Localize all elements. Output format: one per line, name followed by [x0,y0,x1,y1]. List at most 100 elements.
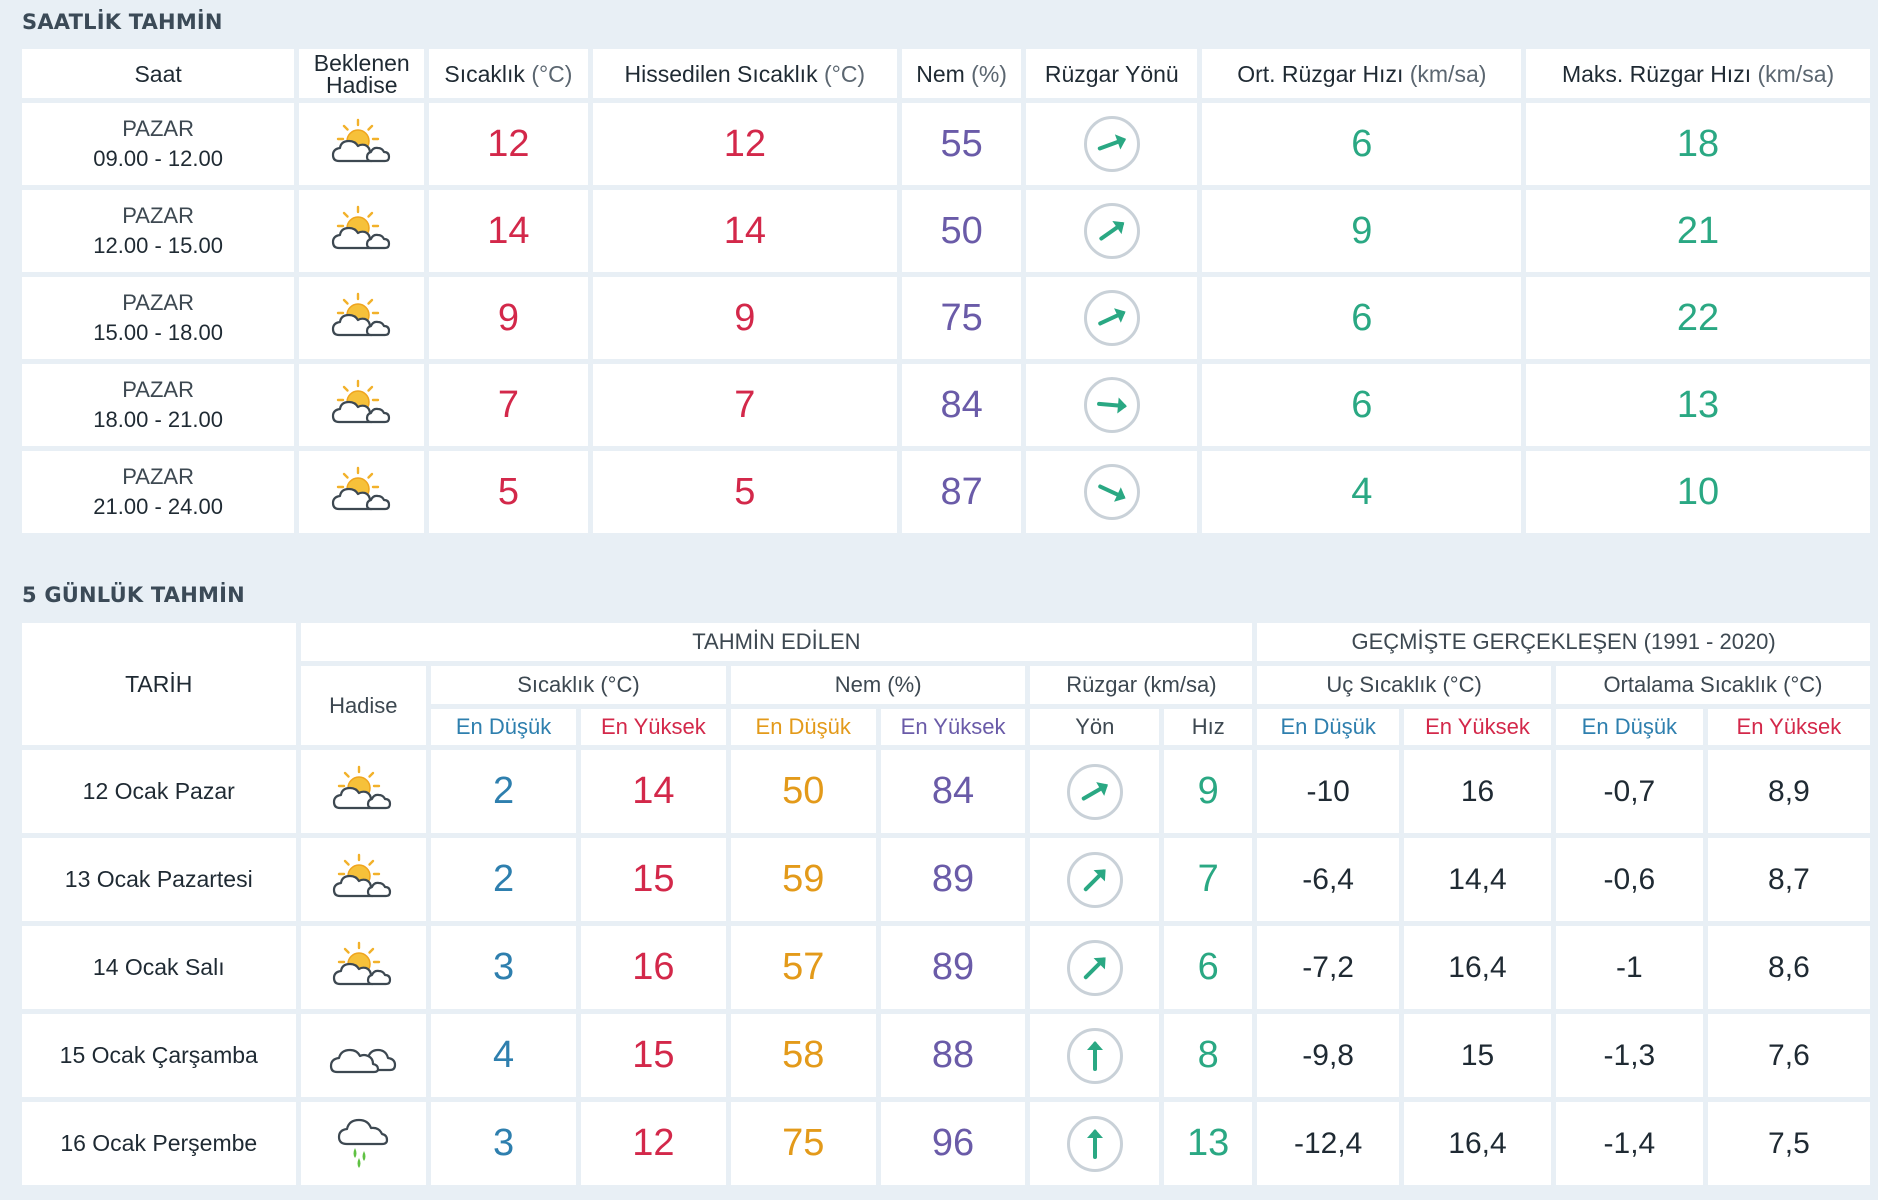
hourly-temp: 12 [429,103,588,185]
hourly-feels-like: 7 [592,364,898,446]
daily-wind-speed: 9 [1164,750,1253,833]
cloud-icon [328,1028,398,1083]
header-hissedilen-unit: (°C) [823,60,866,87]
daily-weather-cell [300,750,427,833]
daily-temp-min: 3 [431,926,576,1009]
header-tarih: TARİH [22,623,296,745]
hourly-temp: 9 [429,277,588,359]
hourly-weather-cell [299,364,425,446]
header-nem-en-dusuk: En Düşük [730,709,876,745]
hourly-temp: 14 [429,190,588,272]
hourly-max-wind: 13 [1526,364,1870,446]
hourly-day: PAZAR [122,116,194,141]
hourly-wind-direction-cell [1026,451,1198,533]
daily-weather-cell [300,1102,427,1185]
header-maks-ruzgar: Maks. Rüzgar Hızı (km/sa) [1526,49,1870,98]
header-sicaklik: Sıcaklık (°C) [429,49,588,98]
hourly-max-wind: 22 [1526,277,1870,359]
daily-row: 16 Ocak Perşembe 3 12 75 96 13 -12,4 16,… [22,1102,1870,1185]
daily-forecast-table: TARİH TAHMİN EDİLEN GEÇMİŞTE GERÇEKLEŞEN… [17,618,1875,1190]
wind-direction-arrow-icon [1083,377,1140,433]
daily-wind-direction-cell [1030,838,1160,921]
header-ort-ruzgar-unit: (km/sa) [1409,60,1487,87]
daily-wind-speed: 6 [1164,926,1253,1009]
header-nem-label: Nem [916,60,965,87]
daily-row: 12 Ocak Pazar 2 14 50 84 9 -10 16 -0,7 8… [22,750,1870,833]
daily-weather-cell [300,926,427,1009]
hourly-time-range: 21.00 - 24.00 [93,494,223,519]
hourly-wind-direction-cell [1026,364,1198,446]
header-maks-ruzgar-unit: (km/sa) [1757,60,1835,87]
daily-average-min: -0,6 [1555,838,1703,921]
sun-behind-cloud-icon [332,764,394,819]
hourly-time-cell: PAZAR 21.00 - 24.00 [22,451,295,533]
hourly-weather-cell [299,277,425,359]
header-ortalama-sicaklik-group: Ortalama Sıcaklık (°C) [1555,666,1870,704]
daily-temp-max: 15 [580,838,726,921]
daily-average-max: 7,6 [1707,1014,1870,1097]
hourly-time-cell: PAZAR 18.00 - 21.00 [22,364,295,446]
daily-extreme-min: -10 [1257,750,1400,833]
header-hissedilen: Hissedilen Sıcaklık (°C) [592,49,898,98]
header-sicaklik-group: Sıcaklık (°C) [431,666,726,704]
daily-temp-min: 2 [431,838,576,921]
header-ruzgar-hiz: Hız [1164,709,1253,745]
daily-humidity-min: 57 [730,926,876,1009]
daily-average-max: 8,6 [1707,926,1870,1009]
daily-humidity-min: 50 [730,750,876,833]
hourly-humidity: 87 [902,451,1022,533]
daily-wind-direction-cell [1030,926,1160,1009]
sun-behind-cloud-icon [332,940,394,995]
hourly-temp: 7 [429,364,588,446]
hourly-feels-like: 14 [592,190,898,272]
hourly-row: PAZAR 15.00 - 18.00 9 9 75 6 22 [22,277,1870,359]
header-hadise-line2: Hadise [325,71,398,98]
daily-temp-max: 15 [580,1014,726,1097]
rain-cloud-icon [333,1112,393,1175]
hourly-row: PAZAR 18.00 - 21.00 7 7 84 6 13 [22,364,1870,446]
daily-header-row-2: Hadise Sıcaklık (°C) Nem (%) Rüzgar (km/… [22,666,1870,745]
header-ruzgar-yon: Yön [1030,709,1160,745]
daily-humidity-min: 59 [730,838,876,921]
wind-direction-arrow-icon [1083,464,1140,520]
header-sicaklik-en-dusuk: En Düşük [431,709,576,745]
header-sicaklik-label: Sıcaklık [444,60,525,87]
hourly-weather-cell [299,451,425,533]
hourly-avg-wind: 6 [1202,103,1522,185]
sun-behind-cloud-icon [331,291,393,346]
daily-extreme-max: 16,4 [1404,926,1551,1009]
header-sicaklik-unit: (°C) [531,60,573,87]
daily-average-max: 7,5 [1707,1102,1870,1185]
hourly-feels-like: 9 [592,277,898,359]
daily-weather-cell [300,1014,427,1097]
daily-humidity-max: 89 [880,838,1026,921]
daily-humidity-min: 75 [730,1102,876,1185]
header-saat: Saat [22,49,295,98]
hourly-forecast-table: Saat Beklenen Hadise Sıcaklık (°C) Hisse… [17,44,1875,538]
daily-temp-max: 12 [580,1102,726,1185]
daily-date: 13 Ocak Pazartesi [22,838,296,921]
sun-behind-cloud-icon [331,117,393,172]
header-nem-en-yuksek: En Yüksek [880,709,1026,745]
wind-direction-arrow-icon [1083,203,1140,259]
hourly-day: PAZAR [122,290,194,315]
hourly-header-row: Saat Beklenen Hadise Sıcaklık (°C) Hisse… [22,49,1870,98]
daily-average-min: -1 [1555,926,1703,1009]
hourly-time-cell: PAZAR 09.00 - 12.00 [22,103,295,185]
header-uc-en-dusuk: En Düşük [1257,709,1400,745]
daily-wind-speed: 8 [1164,1014,1253,1097]
header-hissedilen-label: Hissedilen Sıcaklık [624,60,818,87]
hourly-day: PAZAR [122,203,194,228]
hourly-wind-direction-cell [1026,277,1198,359]
daily-date: 12 Ocak Pazar [22,750,296,833]
wind-direction-arrow-icon [1083,116,1140,172]
hourly-time-range: 15.00 - 18.00 [93,320,223,345]
daily-temp-min: 4 [431,1014,576,1097]
hourly-section-title: SAATLİK TAHMİN [22,10,223,34]
daily-row: 14 Ocak Salı 3 16 57 89 6 -7,2 16,4 -1 8… [22,926,1870,1009]
hourly-humidity: 84 [902,364,1022,446]
daily-extreme-min: -9,8 [1257,1014,1400,1097]
hourly-wind-direction-cell [1026,190,1198,272]
hourly-avg-wind: 6 [1202,364,1522,446]
hourly-weather-cell [299,190,425,272]
